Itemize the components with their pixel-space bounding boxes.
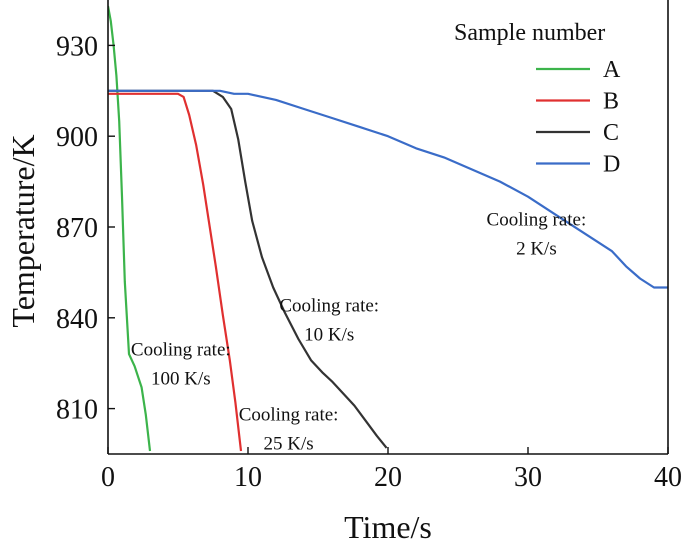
cooling-rate-annotation: Cooling rate: 10 K/s — [279, 296, 379, 346]
annotation-line: 25 K/s — [264, 434, 314, 455]
x-tick-label: 20 — [374, 462, 402, 493]
x-tick-label: 0 — [101, 462, 115, 493]
legend-label-b: B — [603, 89, 619, 115]
y-tick-label: 840 — [56, 304, 98, 335]
annotation-line: 10 K/s — [304, 325, 354, 346]
series-lines — [108, 5, 668, 452]
tick-labels: 0 10 20 30 40 810 840 870 900 930 — [56, 31, 682, 493]
y-tick-label: 810 — [56, 395, 98, 426]
legend-label-c: C — [603, 120, 619, 146]
x-axis-title: Time/s — [344, 509, 432, 545]
legend-label-d: D — [603, 152, 620, 178]
y-tick-label: 930 — [56, 31, 98, 62]
legend-title: Sample number — [454, 20, 605, 46]
x-tick-label: 30 — [514, 462, 542, 493]
annotation-line: Cooling rate: — [279, 296, 379, 317]
y-tick-label: 900 — [56, 122, 98, 153]
series-line-a — [108, 5, 152, 452]
series-line-c — [108, 89, 388, 449]
series-line-d — [108, 89, 668, 289]
annotation-line: Cooling rate: — [131, 340, 231, 361]
y-axis-title: Temperature/K — [5, 134, 41, 327]
axes — [107, 0, 669, 455]
annotation-line: 2 K/s — [516, 238, 557, 259]
annotation-line: Cooling rate: — [239, 405, 339, 426]
x-tick-label: 40 — [654, 462, 682, 493]
series-line-b — [108, 92, 243, 452]
x-tick-label: 10 — [234, 462, 262, 493]
annotation-line: Cooling rate: — [487, 209, 587, 230]
annotation-line: 100 K/s — [151, 369, 211, 390]
cooling-rate-annotation: Cooling rate: 2 K/s — [487, 209, 587, 259]
cooling-rate-annotation: Cooling rate: 25 K/s — [239, 405, 339, 455]
legend-label-a: A — [603, 57, 621, 83]
cooling-rate-annotation: Cooling rate: 100 K/s — [131, 340, 231, 390]
y-tick-label: 870 — [56, 213, 98, 244]
